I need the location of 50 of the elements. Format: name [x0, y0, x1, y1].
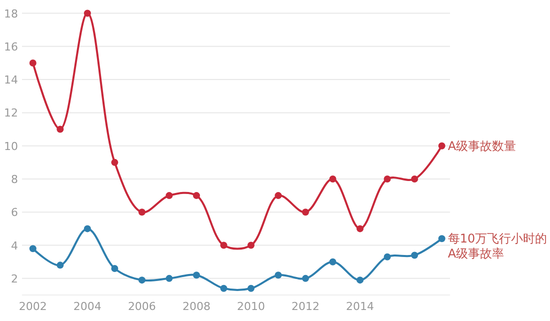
- y-tick-label: 10: [4, 140, 18, 153]
- point: [356, 225, 364, 232]
- point: [302, 274, 310, 282]
- series-label: 每10万飞行小时的 A级事故率: [448, 232, 548, 261]
- x-tick-label: 2010: [236, 300, 265, 313]
- x-tick-label: 2012: [292, 300, 320, 313]
- point: [438, 235, 446, 242]
- point: [384, 175, 391, 182]
- y-tick-label: 6: [11, 206, 18, 220]
- point: [166, 192, 173, 200]
- y-tick-label: 8: [11, 172, 18, 186]
- y-tick-label: 2: [11, 272, 18, 286]
- point: [302, 208, 310, 216]
- point: [111, 264, 118, 272]
- point: [384, 253, 391, 260]
- point: [220, 242, 228, 249]
- point: [29, 245, 36, 252]
- y-tick-label: 16: [4, 40, 18, 54]
- point: [29, 59, 36, 66]
- point: [274, 272, 282, 279]
- point: [411, 252, 418, 259]
- point: [166, 274, 173, 282]
- point: [56, 126, 64, 133]
- point: [438, 142, 446, 150]
- x-tick-label: 2004: [73, 300, 102, 313]
- point: [111, 158, 118, 166]
- point: [411, 175, 418, 182]
- x-tick-label: 2006: [128, 300, 156, 313]
- point: [84, 10, 91, 17]
- point: [274, 192, 282, 200]
- x-tick-label: 2008: [182, 300, 210, 313]
- x-tick-label: 2014: [346, 300, 374, 313]
- point: [56, 262, 64, 269]
- point: [192, 272, 200, 279]
- point: [84, 225, 91, 232]
- point: [329, 258, 336, 266]
- point: [329, 175, 336, 182]
- point: [356, 276, 364, 284]
- y-tick-label: 4: [11, 239, 18, 252]
- point: [220, 284, 228, 292]
- point: [247, 284, 254, 292]
- point: [138, 276, 146, 284]
- y-tick-label: 18: [4, 7, 18, 20]
- y-tick-label: 12: [4, 106, 18, 120]
- point: [247, 242, 254, 249]
- x-tick-label: 2002: [18, 300, 47, 313]
- point: [192, 192, 200, 200]
- series-label: A级事故数量: [448, 138, 516, 153]
- point: [138, 208, 146, 216]
- y-tick-label: 14: [4, 74, 18, 87]
